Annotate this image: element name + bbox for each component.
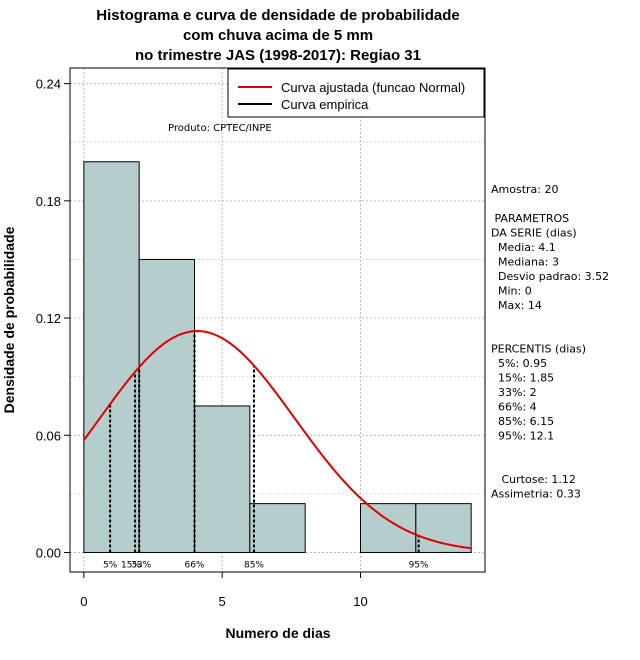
x-tick-label-0: 0	[80, 594, 87, 609]
normal-curve-line	[83, 330, 472, 550]
side-panel-line-14: 15%: 1.85	[491, 372, 554, 385]
side-panel-line-13: 5%: 0.95	[491, 357, 547, 370]
histogram-bar-6	[360, 503, 417, 553]
y-tick-label-1: 0.06	[36, 428, 61, 443]
y-tick-label-0: 0.00	[36, 545, 61, 560]
x-tick-label-5: 5	[219, 594, 226, 609]
chart-title-line-2: com chuva acima de 5 mm	[183, 27, 373, 44]
y-tick-label-4: 0.24	[36, 77, 61, 92]
percentile-lines: 5% 15%33% 66% 85% 95%	[103, 331, 429, 570]
percentile-label-5: 5%	[103, 560, 118, 570]
percentile-label-95: 95%	[409, 560, 429, 570]
chart-title-line-3: no trimestre JAS (1998-2017): Regiao 31	[135, 47, 421, 64]
histogram-bar-7	[415, 503, 472, 553]
percentile-label-15: 15%	[121, 560, 141, 570]
y-axis-title: Densidade de probabilidade	[1, 226, 17, 413]
legend-label-2: Curva empirica	[281, 97, 369, 112]
side-panel-line-8: Min: 0	[491, 285, 532, 298]
x-tick-label-10: 10	[353, 594, 367, 609]
side-panel-line-21: Curtose: 1.12	[491, 473, 576, 486]
side-panel-line-9: Max: 14	[491, 299, 542, 312]
histogram-bar-2	[138, 258, 196, 553]
annotations: Produto: CPTEC/INPE	[168, 123, 272, 134]
x-axis-title: Numero de dias	[225, 625, 330, 641]
source-note: Produto: CPTEC/INPE	[168, 123, 272, 134]
histogram-bar-4	[249, 503, 306, 553]
plot-area-border	[69, 67, 486, 573]
chart-title: Histograma e curva de densidade de proba…	[96, 7, 459, 64]
side-panel-line-6: Mediana: 3	[491, 256, 559, 269]
y-tick-label-3: 0.18	[36, 194, 61, 209]
axes: 0 5 10 0.00 0.06 0.12 0.18 0.24 Numero de dias De…	[1, 77, 368, 641]
statistics-panel: Amostra: 20 PARAMETROS DA SERIE (dias) Me…	[491, 183, 609, 501]
chart-title-line-1: Histograma e curva de densidade de proba…	[96, 7, 459, 24]
side-panel-line-17: 85%: 6.15	[491, 415, 554, 428]
side-panel-line-15: 33%: 2	[491, 386, 537, 399]
side-panel-line-16: 66%: 4	[491, 401, 537, 414]
side-panel-line-4: DA SERIE (dias)	[491, 227, 577, 240]
side-panel-line-1: Amostra: 20	[491, 183, 558, 196]
side-panel-line-18: 95%: 12.1	[491, 430, 554, 443]
side-panel-line-22: Assimetria: 0.33	[491, 488, 581, 501]
side-panel-line-7: Desvio padrao: 3.52	[491, 270, 609, 283]
legend-box	[227, 68, 485, 118]
histogram-bar-3	[194, 405, 251, 553]
side-panel-line-5: Media: 4.1	[491, 241, 556, 254]
y-tick-label-2: 0.12	[36, 311, 61, 326]
percentile-label-66: 66%	[184, 560, 204, 570]
side-panel-line-3: PARAMETROS	[491, 212, 569, 225]
legend: Curva ajustada (funcao Normal) Curva empi…	[227, 68, 485, 118]
histogram-bar-1	[83, 161, 140, 553]
histogram-bars	[83, 161, 472, 553]
percentile-label-33: 33%	[131, 560, 151, 570]
legend-label-1: Curva ajustada (funcao Normal)	[281, 80, 465, 95]
percentile-label-85: 85%	[244, 560, 264, 570]
normal-curve	[83, 330, 472, 550]
side-panel-line-12: PERCENTIS (dias)	[491, 343, 586, 356]
